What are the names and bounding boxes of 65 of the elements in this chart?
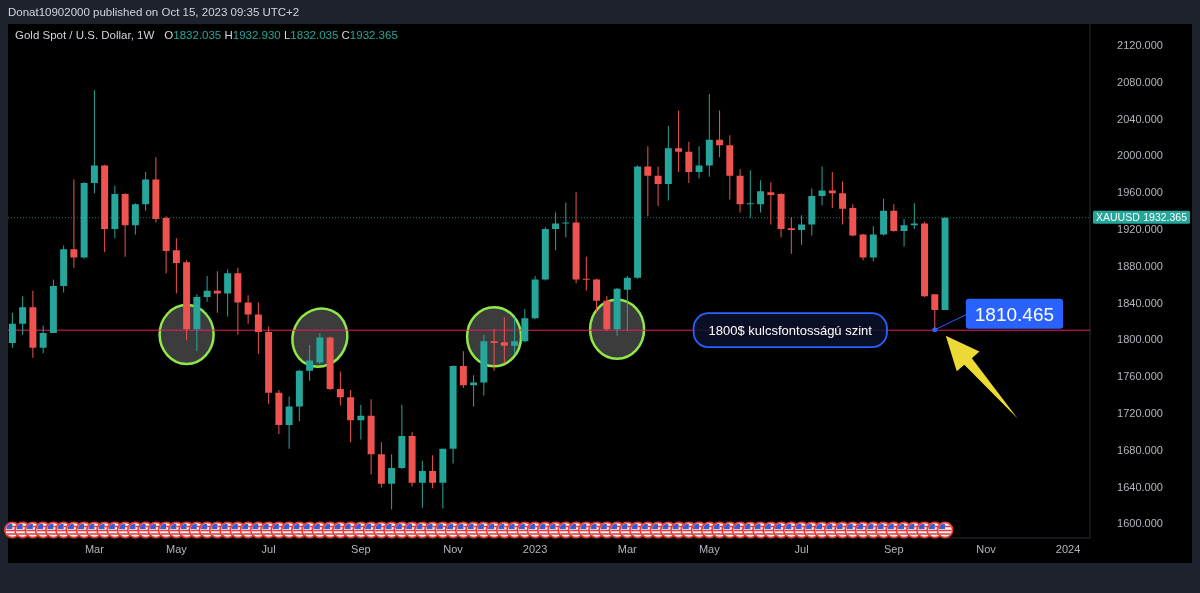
x-tick-label: Nov [976, 543, 997, 555]
candlestick [418, 460, 426, 508]
y-tick-label: 2080.000 [1117, 75, 1163, 88]
candlestick [490, 329, 498, 371]
x-tick-label: Jul [794, 543, 809, 555]
x-tick-label: 2023 [522, 543, 548, 555]
candlestick [757, 180, 765, 213]
x-tick-label: Jul [261, 543, 276, 555]
candlestick [29, 290, 37, 358]
candlestick [900, 218, 908, 247]
y-tick-label: 1600.000 [1117, 517, 1163, 530]
y-tick-label: 1920.000 [1117, 223, 1163, 236]
x-tick-label: Mar [617, 543, 638, 555]
candlestick [818, 166, 826, 206]
x-tick-label: Nov [443, 543, 464, 555]
y-tick-label: 2000.000 [1117, 149, 1163, 162]
y-tick-label: 1840.000 [1117, 296, 1163, 309]
candlestick [839, 181, 847, 225]
y-tick-label: 1800.000 [1117, 333, 1163, 346]
chart-title: Gold Spot / U.S. Dollar, 1W [15, 29, 155, 41]
candlestick [172, 238, 180, 294]
candlestick [828, 172, 836, 208]
candlestick [306, 344, 314, 381]
candlestick [623, 275, 631, 332]
y-tick-label: 1640.000 [1117, 480, 1163, 493]
candlestick [388, 454, 396, 510]
candlestick [705, 93, 713, 177]
x-tick-label: Sep [884, 543, 904, 555]
candlestick [39, 325, 47, 354]
candlestick [726, 135, 734, 200]
candlestick [654, 166, 662, 207]
ref-line-label: 1800$ kulcsfontosságú szint [708, 322, 873, 338]
candlestick [787, 217, 795, 254]
y-tick-label: 1880.000 [1117, 259, 1163, 272]
candlestick [767, 182, 775, 225]
candlestick [931, 294, 939, 330]
candlestick [244, 295, 252, 324]
candlestick [19, 296, 27, 335]
x-tick-label: Sep [351, 543, 371, 555]
y-tick-label: 1680.000 [1117, 443, 1163, 456]
candlestick [70, 179, 78, 268]
candlestick [675, 110, 683, 173]
candlestick [90, 90, 98, 194]
candlestick [511, 317, 519, 355]
annotation: 1810.465 [974, 303, 1055, 325]
chart-subtitle: O1832.035 H1932.930 L1832.035 C1932.365 [164, 29, 398, 41]
y-tick-label: 2120.000 [1117, 39, 1163, 52]
x-tick-label: May [165, 543, 188, 555]
x-tick-label: May [698, 543, 721, 555]
candlestick [716, 110, 724, 158]
y-tick-label: 1760.000 [1117, 370, 1163, 383]
candlestick [234, 267, 242, 335]
y-tick-label: 2040.000 [1117, 112, 1163, 125]
candlestick [152, 157, 160, 223]
candlestick [644, 146, 652, 217]
candlestick [429, 455, 437, 489]
candlestick [377, 442, 385, 488]
x-tick-label: Mar [84, 543, 105, 555]
candlestick [582, 256, 590, 291]
y-tick-label: 1720.000 [1117, 406, 1163, 419]
x-tick-label: 2024 [1055, 543, 1081, 555]
candlestick [664, 126, 672, 201]
candlestick [500, 317, 508, 364]
y-tick-label: 1960.000 [1117, 186, 1163, 199]
text: Donat10902000 published on Oct 15, 2023 09:35 UTC+2 [8, 6, 300, 18]
